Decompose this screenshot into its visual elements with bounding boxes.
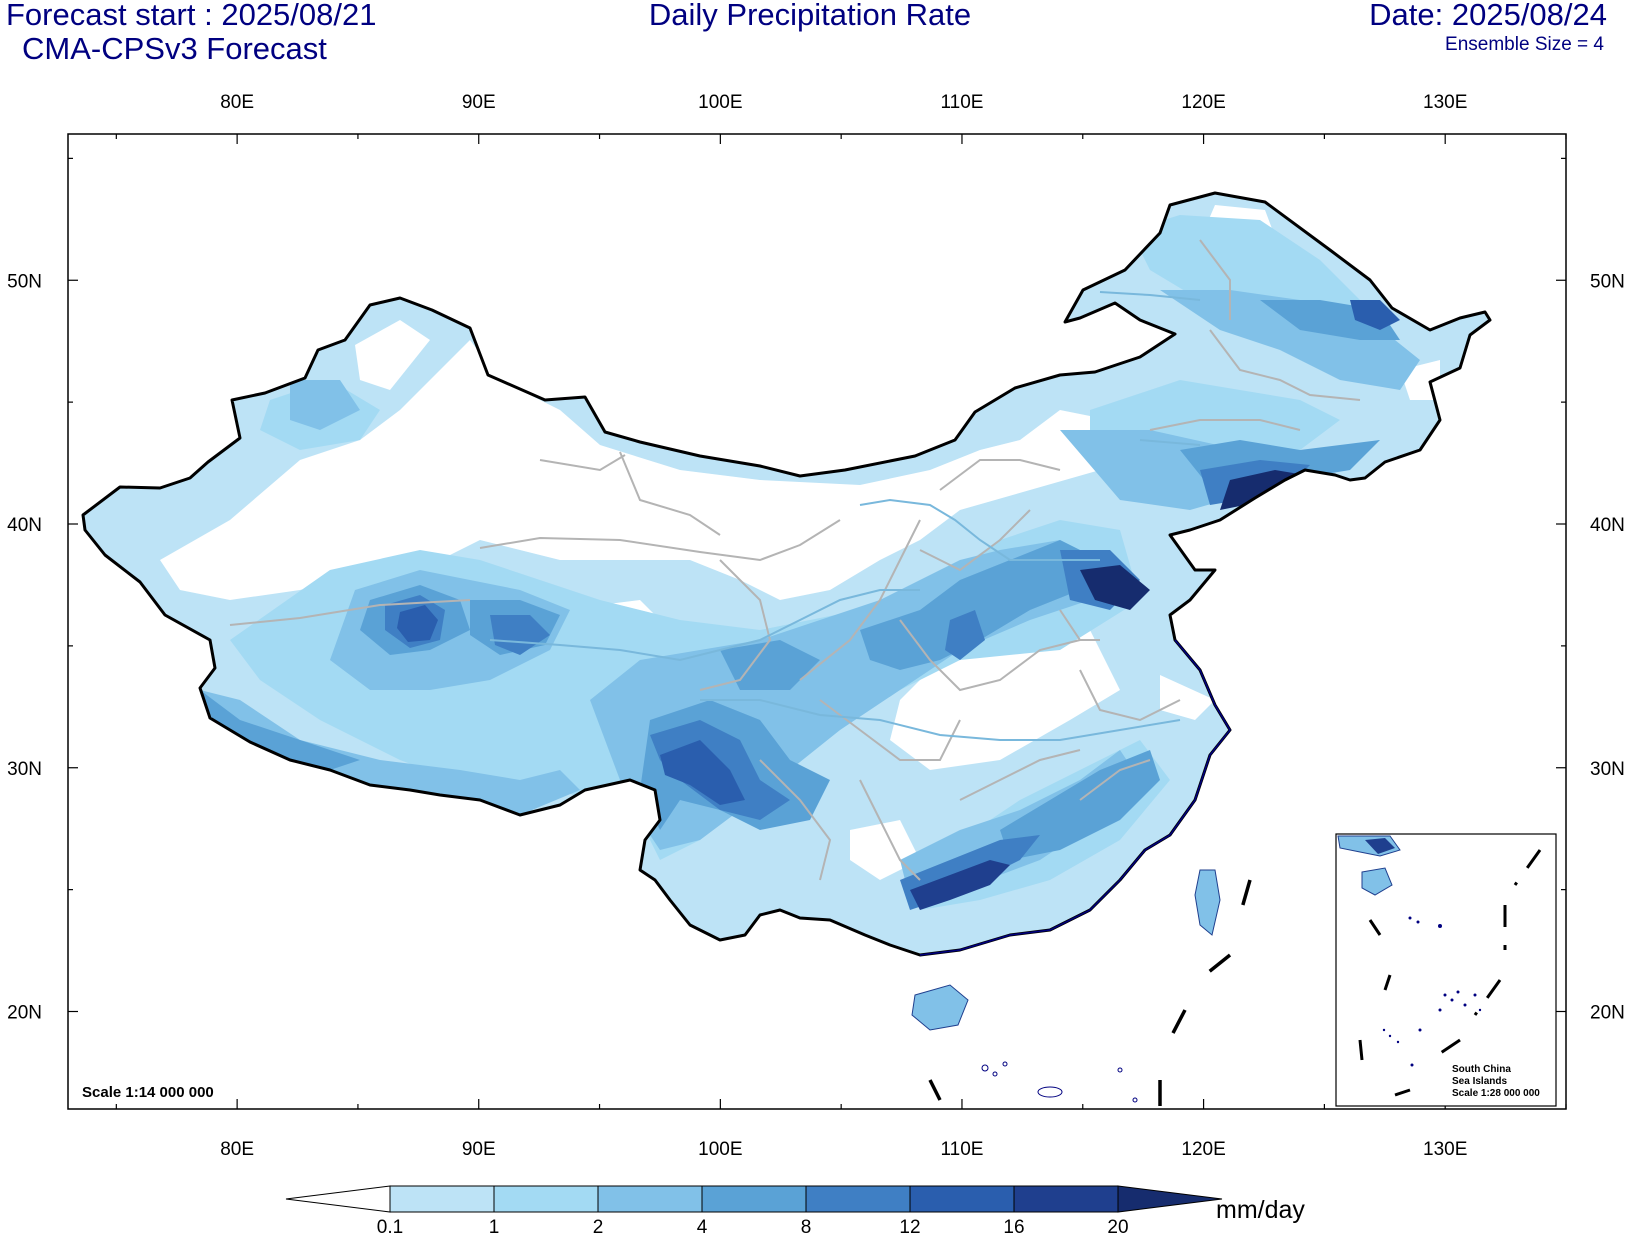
provincial-boundaries xyxy=(229,239,1361,881)
lat-label-left: 50N xyxy=(7,271,42,292)
lon-label-bottom: 120E xyxy=(1181,1139,1225,1160)
colorbar-level-label: 2 xyxy=(593,1217,604,1236)
lon-label-top: 130E xyxy=(1423,92,1467,113)
colorbar-level-label: 0.1 xyxy=(377,1217,403,1236)
colorbar-level-label: 16 xyxy=(1003,1217,1024,1236)
lat-label-left: 40N xyxy=(7,515,42,536)
china-border xyxy=(81,191,1492,957)
inset-title-line1: South China xyxy=(1452,1064,1511,1075)
colorbar-units: mm/day xyxy=(1216,1196,1305,1224)
lon-label-bottom: 100E xyxy=(698,1139,742,1160)
taiwan-island xyxy=(1194,869,1221,936)
lon-label-bottom: 90E xyxy=(462,1139,496,1160)
lat-label-right: 20N xyxy=(1590,1003,1625,1024)
lat-label-left: 30N xyxy=(7,759,42,780)
map-scale-label: Scale 1:14 000 000 xyxy=(82,1084,214,1101)
colorbar-level-label: 4 xyxy=(697,1217,708,1236)
colorbar-segment xyxy=(493,1185,599,1213)
lon-label-top: 90E xyxy=(462,92,496,113)
hainan-island xyxy=(911,984,969,1031)
axis-tick-labels: 80E 80E 90E 90E 100E 100E 110E 110E 120E 120E 130E… xyxy=(7,92,1625,1160)
lat-label-right: 50N xyxy=(1590,271,1625,292)
lon-label-bottom: 130E xyxy=(1423,1139,1467,1160)
colorbar-segment xyxy=(805,1185,911,1213)
coastline xyxy=(919,639,1231,956)
lon-label-top: 100E xyxy=(698,92,742,113)
lat-label-right: 30N xyxy=(1590,759,1625,780)
colorbar-segment xyxy=(701,1185,807,1213)
colorbar-level-label: 20 xyxy=(1107,1217,1128,1236)
map-title: Daily Precipitation Rate xyxy=(648,0,972,32)
scs-islands xyxy=(981,1061,1138,1103)
rivers xyxy=(489,291,1201,741)
forecast-start-label: Forecast start : 2025/08/21 xyxy=(6,0,377,32)
colorbar: 0.1 1 2 4 8 12 16 20 xyxy=(285,1185,1223,1236)
colorbar-segment xyxy=(389,1185,495,1213)
lon-label-top: 80E xyxy=(220,92,254,113)
lat-label-right: 40N xyxy=(1590,515,1625,536)
colorbar-min-triangle xyxy=(285,1185,391,1213)
colorbar-max-triangle xyxy=(1117,1185,1223,1213)
model-name-label: CMA-CPSv3 Forecast xyxy=(22,31,327,66)
nine-dash-line xyxy=(928,879,1252,1108)
lon-label-top: 120E xyxy=(1181,92,1225,113)
lon-label-top: 110E xyxy=(940,92,983,113)
colorbar-level-label: 12 xyxy=(899,1217,920,1236)
lon-label-bottom: 80E xyxy=(220,1139,254,1160)
inset-frame xyxy=(1335,833,1557,1107)
valid-date-label: Date: 2025/08/24 xyxy=(1369,0,1607,32)
inset-map xyxy=(1337,835,1542,1097)
colorbar-level-label: 1 xyxy=(489,1217,500,1236)
colorbar-segment xyxy=(1013,1185,1119,1213)
colorbar-segment xyxy=(909,1185,1015,1213)
inset-title-line2: Sea Islands xyxy=(1452,1076,1507,1087)
ensemble-size-label: Ensemble Size = 4 xyxy=(1445,34,1604,55)
lon-label-bottom: 110E xyxy=(940,1139,983,1160)
colorbar-level-label: 8 xyxy=(801,1217,812,1236)
lat-label-left: 20N xyxy=(7,1003,42,1024)
colorbar-segment xyxy=(597,1185,703,1213)
inset-scale: Scale 1:28 000 000 xyxy=(1452,1088,1540,1099)
axis-ticks xyxy=(68,134,1567,1109)
